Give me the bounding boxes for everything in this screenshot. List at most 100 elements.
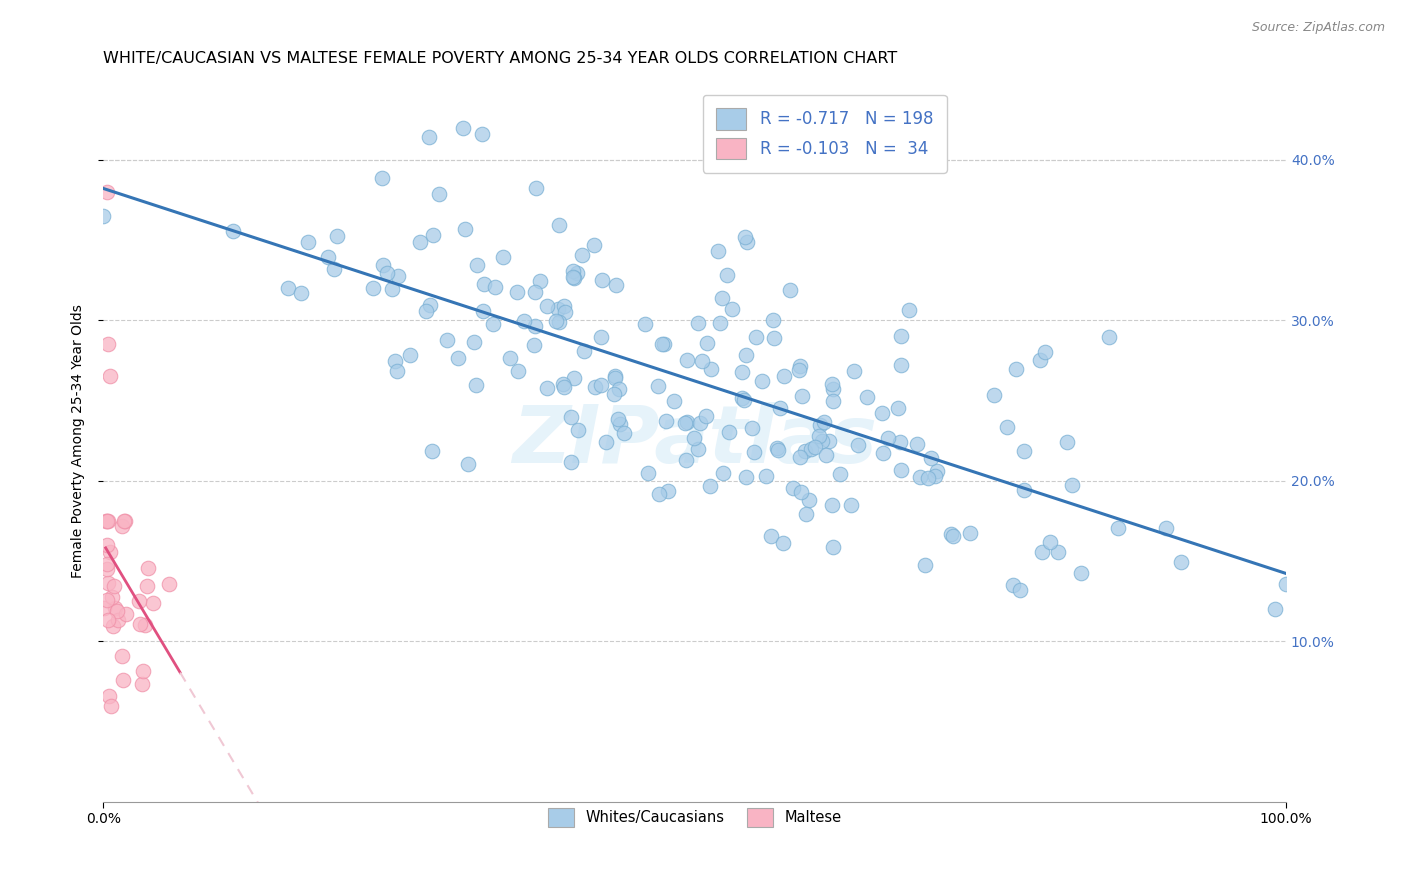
Point — [766, 442, 789, 457]
Point — [472, 277, 495, 292]
Point — [105, 604, 128, 618]
Point — [637, 467, 659, 481]
Point — [889, 434, 911, 449]
Point — [652, 337, 675, 351]
Point — [132, 664, 155, 678]
Point — [100, 698, 122, 713]
Point — [794, 507, 817, 521]
Point — [821, 393, 844, 408]
Point — [536, 382, 558, 396]
Point — [803, 440, 825, 454]
Point — [361, 281, 384, 295]
Point — [699, 479, 721, 493]
Point — [779, 283, 801, 297]
Point — [110, 648, 132, 663]
Point — [104, 601, 127, 615]
Point — [371, 258, 394, 272]
Point — [471, 127, 494, 141]
Point — [451, 120, 474, 135]
Point — [651, 336, 673, 351]
Point — [828, 467, 851, 482]
Point — [787, 363, 810, 377]
Point — [546, 314, 568, 328]
Point — [385, 364, 408, 378]
Point — [381, 282, 404, 296]
Point — [114, 514, 136, 528]
Point — [129, 617, 152, 632]
Point — [112, 673, 135, 687]
Point — [523, 318, 546, 333]
Point — [908, 470, 931, 484]
Point — [561, 264, 583, 278]
Point — [277, 280, 299, 294]
Point — [419, 298, 441, 312]
Point — [821, 499, 844, 513]
Point — [634, 317, 657, 331]
Point — [731, 365, 754, 379]
Point — [96, 562, 118, 576]
Point — [112, 514, 135, 528]
Point — [823, 540, 845, 554]
Point — [529, 274, 551, 288]
Point — [561, 270, 583, 285]
Point — [876, 431, 898, 445]
Point — [101, 590, 124, 604]
Point — [927, 464, 949, 478]
Point — [1033, 345, 1056, 359]
Point — [692, 354, 714, 368]
Point — [1031, 545, 1053, 559]
Point — [131, 677, 153, 691]
Point — [409, 235, 432, 250]
Point — [97, 514, 120, 528]
Point — [571, 247, 593, 261]
Point — [769, 401, 792, 415]
Point — [567, 423, 589, 437]
Point — [800, 442, 823, 457]
Point — [676, 353, 699, 368]
Point — [797, 493, 820, 508]
Point — [560, 455, 582, 469]
Point — [91, 209, 114, 223]
Point — [415, 303, 437, 318]
Point — [605, 277, 627, 292]
Point — [789, 359, 811, 373]
Point — [128, 594, 150, 608]
Point — [759, 529, 782, 543]
Point — [471, 303, 494, 318]
Point — [856, 390, 879, 404]
Point — [603, 386, 626, 401]
Point — [941, 527, 963, 541]
Point — [716, 268, 738, 283]
Point — [595, 435, 617, 450]
Point — [890, 358, 912, 372]
Point — [418, 130, 440, 145]
Point — [773, 369, 796, 384]
Point — [436, 334, 458, 348]
Point — [420, 444, 443, 458]
Point — [142, 596, 165, 610]
Point — [548, 218, 571, 232]
Point — [222, 224, 245, 238]
Point — [134, 617, 156, 632]
Point — [983, 388, 1005, 402]
Point — [463, 334, 485, 349]
Point — [917, 471, 939, 485]
Point — [547, 301, 569, 316]
Point — [524, 285, 547, 300]
Point — [699, 361, 721, 376]
Point — [794, 444, 817, 458]
Point — [290, 285, 312, 300]
Point — [689, 416, 711, 430]
Point — [1001, 578, 1024, 592]
Point — [457, 457, 479, 471]
Point — [870, 406, 893, 420]
Point — [297, 235, 319, 250]
Point — [371, 170, 394, 185]
Point — [97, 337, 120, 351]
Point — [848, 438, 870, 452]
Point — [111, 518, 134, 533]
Point — [513, 314, 536, 328]
Point — [447, 351, 470, 365]
Point — [905, 437, 928, 451]
Point — [772, 535, 794, 549]
